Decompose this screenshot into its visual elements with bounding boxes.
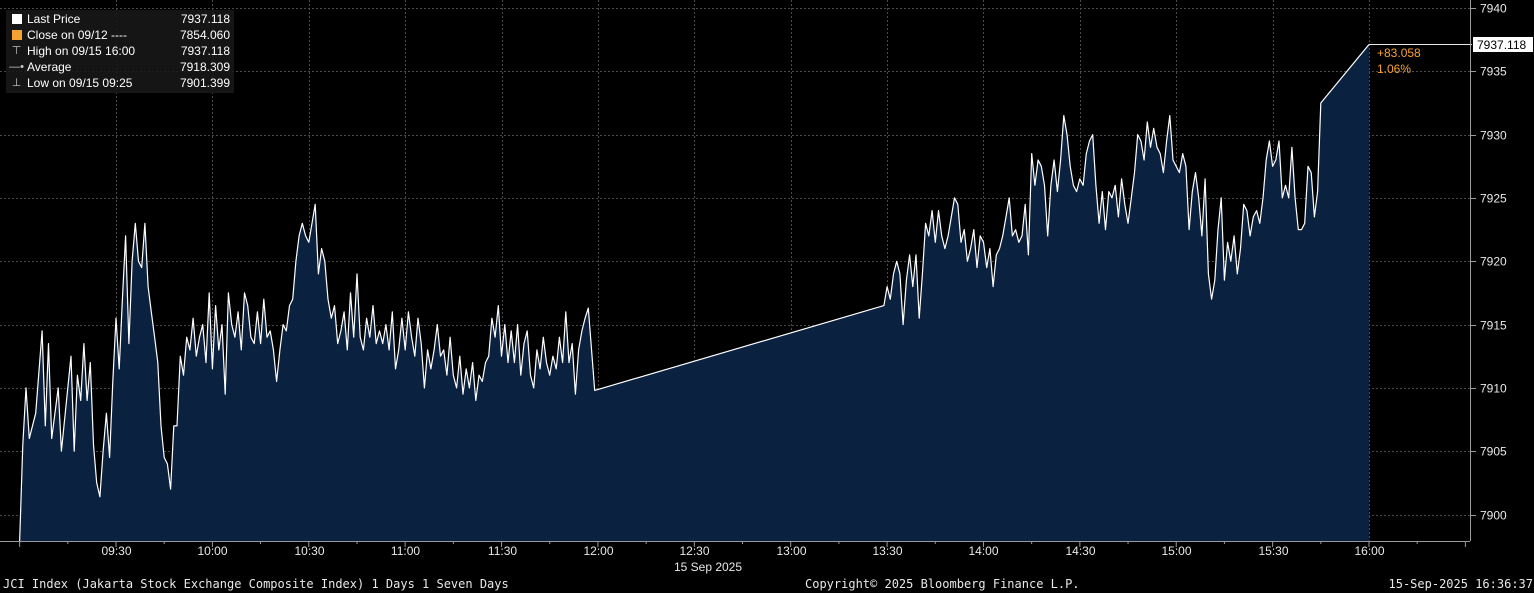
footer-security-description: JCI Index (Jakarta Stock Exchange Compos… <box>3 577 509 591</box>
y-tick-label: 7900 <box>1480 509 1507 523</box>
x-tick-label: 11:00 <box>391 544 420 558</box>
legend-item-last-price: Last Price 7937.118 <box>10 11 230 27</box>
legend-value: 7937.118 <box>180 44 230 58</box>
y-tick-label: 7925 <box>1480 192 1507 206</box>
x-axis-date-label: 15 Sep 2025 <box>674 560 742 574</box>
legend-label: High on 09/15 16:00 <box>27 44 136 58</box>
legend-value: 7901.399 <box>179 76 230 90</box>
y-tick-label: 7930 <box>1480 129 1507 143</box>
last-price-tag: 7937.118 <box>1473 36 1533 52</box>
high-tick-icon: ⊤ <box>11 44 22 57</box>
x-tick-label: 16:00 <box>1354 544 1384 558</box>
legend-label: Low on 09/15 09:25 <box>27 76 133 90</box>
last-price-tag-text: 7937.118 <box>1477 38 1526 52</box>
legend-label: Average <box>27 60 72 74</box>
legend-item-low: ⊥ Low on 09/15 09:25 7901.399 <box>10 75 230 91</box>
x-tick-label: 10:30 <box>294 544 324 558</box>
y-tick-label: 7905 <box>1480 445 1507 459</box>
x-tick-label: 13:00 <box>776 544 806 558</box>
x-tick-label: 11:30 <box>488 544 517 558</box>
legend-item-high: ⊤ High on 09/15 16:00 7937.118 <box>10 43 230 59</box>
legend-marker-last-price <box>10 13 23 26</box>
x-tick-label: 13:30 <box>872 544 902 558</box>
legend-label: Last Price <box>27 12 81 26</box>
y-tick-label: 7920 <box>1480 255 1507 269</box>
x-axis: 09:30 10:00 10:30 11:00 11:30 12:00 12:30 13:00… <box>19 541 1466 558</box>
y-tick-label: 7915 <box>1480 319 1507 333</box>
y-tick-label: 7935 <box>1480 65 1507 79</box>
y-axis: 7900 7905 7910 7915 7920 7925 7930 7935 7940 <box>1470 2 1507 523</box>
x-tick-label: 09:30 <box>101 544 131 558</box>
low-tick-icon: ⊥ <box>11 76 22 89</box>
x-tick-label: 14:30 <box>1065 544 1095 558</box>
footer-copyright: Copyright© 2025 Bloomberg Finance L.P. <box>805 577 1080 591</box>
y-tick-label: 7940 <box>1480 2 1507 16</box>
legend: Last Price 7937.118 Close on 09/12 ---- … <box>6 10 234 93</box>
change-annotation: +83.058 <box>1377 46 1421 60</box>
legend-label: Close on 09/12 ---- <box>27 28 128 42</box>
footer-timestamp: 15-Sep-2025 16:36:37 <box>1388 577 1534 591</box>
legend-value: 7854.060 <box>179 28 230 42</box>
legend-item-close: Close on 09/12 ---- 7854.060 <box>10 27 230 43</box>
x-tick-label: 10:00 <box>197 544 227 558</box>
y-tick-label: 7910 <box>1480 382 1507 396</box>
change-pct-annotation: 1.06% <box>1377 62 1411 76</box>
last-price-line <box>19 44 1370 543</box>
legend-marker-close <box>10 29 23 42</box>
legend-value: 7937.118 <box>180 12 230 26</box>
x-tick-label: 15:30 <box>1258 544 1288 558</box>
legend-item-average: —• Average 7918.309 <box>9 59 230 75</box>
x-tick-label: 12:00 <box>583 544 613 558</box>
x-tick-label: 12:30 <box>679 544 709 558</box>
average-icon: —• <box>9 60 24 73</box>
x-tick-label: 15:00 <box>1161 544 1191 558</box>
x-tick-label: 14:00 <box>968 544 998 558</box>
legend-value: 7918.309 <box>179 60 230 74</box>
